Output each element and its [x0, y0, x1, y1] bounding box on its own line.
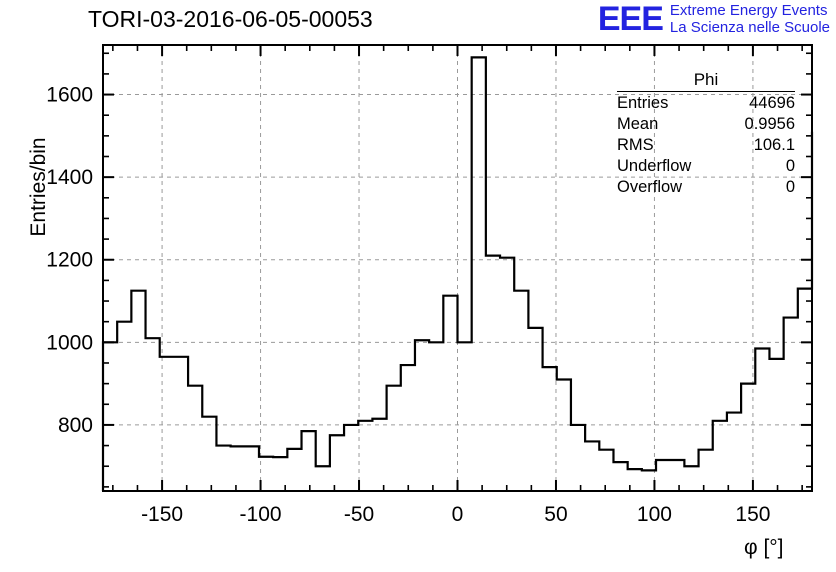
- x-axis-tick-label: 0: [452, 503, 464, 526]
- stats-row-key: RMS: [617, 136, 654, 154]
- x-axis-title: φ [°]: [744, 536, 784, 559]
- x-axis-tick-label: -100: [240, 503, 282, 526]
- histogram-outline: [101, 56, 814, 491]
- stats-row: RMS 106.1: [617, 135, 795, 156]
- stats-row: Mean 0.9956: [617, 114, 795, 135]
- page-title: TORI-03-2016-06-05-00053: [88, 6, 373, 32]
- stats-row-value: 0: [785, 178, 795, 196]
- stats-row-value: 0.9956: [744, 115, 795, 133]
- eee-logo-line2: La Scienza nelle Scuole: [669, 19, 830, 36]
- x-axis-tick-label: 50: [544, 503, 567, 526]
- x-axis-tick-label: -50: [344, 503, 374, 526]
- eee-logo-mark: EEE: [597, 0, 664, 38]
- eee-logo-line1: Extreme Energy Events: [669, 2, 828, 19]
- stats-row-value: 44696: [749, 94, 795, 112]
- stats-title: Phi: [617, 70, 795, 92]
- stats-row-key: Entries: [617, 94, 669, 112]
- y-axis-tick-label: 1600: [46, 84, 93, 107]
- stats-row-key: Mean: [617, 115, 659, 133]
- stats-row: Overflow 0: [617, 177, 795, 198]
- x-axis-tick-label: -150: [141, 503, 183, 526]
- stats-row-key: Underflow: [617, 157, 692, 175]
- stats-box: Phi Entries 44696 Mean 0.9956 RMS 106.1 Underf…: [617, 70, 795, 198]
- eee-logo-text: Extreme Energy Events La Scienza nelle S…: [670, 2, 830, 36]
- y-axis-tick-label: 1400: [46, 166, 93, 189]
- x-axis-tick-label: 150: [735, 503, 770, 526]
- stats-row: Underflow 0: [617, 156, 795, 177]
- eee-logo: EEE Extreme Energy Events La Scienza nel…: [598, 2, 830, 36]
- stats-rows: Entries 44696 Mean 0.9956 RMS 106.1 Underflow 0…: [617, 93, 795, 198]
- stats-row-value: 106.1: [753, 136, 795, 154]
- y-axis-tick-label: 800: [58, 414, 93, 437]
- y-axis-tick-label: 1000: [46, 331, 93, 354]
- stats-row: Entries 44696: [617, 93, 795, 114]
- stats-row-key: Overflow: [617, 178, 683, 196]
- x-axis-tick-label: 100: [637, 503, 672, 526]
- y-axis-tick-label: 1200: [46, 249, 93, 272]
- stats-row-value: 0: [785, 157, 795, 175]
